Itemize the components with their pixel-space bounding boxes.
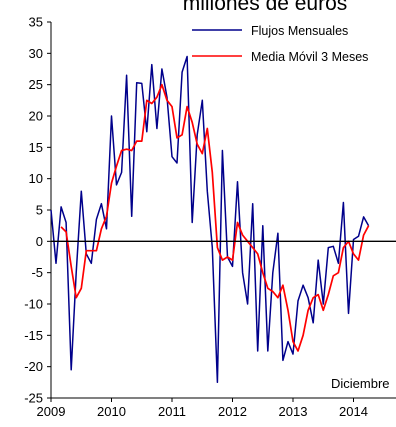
legend: Flujos Mensuales Media Móvil 3 Meses bbox=[192, 24, 368, 64]
x-axis: 2009 2010 2011 2012 2013 2014 bbox=[37, 397, 396, 419]
y-tick-label: 30 bbox=[29, 46, 43, 61]
y-tick-label: 5 bbox=[36, 203, 43, 218]
y-tick-label: 25 bbox=[29, 77, 43, 92]
y-tick-label: -10 bbox=[24, 297, 43, 312]
y-tick-label: 35 bbox=[29, 15, 43, 30]
x-tick-label: 2012 bbox=[218, 404, 247, 419]
series-line-media-movil bbox=[60, 83, 370, 352]
x-tick-label: 2010 bbox=[97, 404, 126, 419]
series-line-flujos-mensuales bbox=[50, 55, 370, 384]
y-tick-label: 15 bbox=[29, 140, 43, 155]
y-tick-label: -5 bbox=[31, 265, 43, 280]
legend-label-media: Media Móvil 3 Meses bbox=[251, 50, 368, 64]
legend-label-flujos: Flujos Mensuales bbox=[251, 24, 348, 38]
y-tick-label: 10 bbox=[29, 171, 43, 186]
x-tick-label: 2014 bbox=[339, 404, 368, 419]
y-tick-label: 20 bbox=[29, 109, 43, 124]
y-tick-label: 0 bbox=[36, 234, 43, 249]
series-layer bbox=[50, 55, 370, 384]
x-tick-label: 2013 bbox=[279, 404, 308, 419]
y-axis: -25 -20 -15 -10 -5 0 5 10 15 20 25 30 35 bbox=[24, 15, 52, 406]
y-tick-label: -25 bbox=[24, 391, 43, 406]
chart-title: millones de euros bbox=[183, 0, 348, 15]
x-tick-label: 2011 bbox=[158, 404, 186, 419]
annotation-diciembre: Diciembre bbox=[331, 376, 390, 391]
x-tick-label: 2009 bbox=[37, 404, 66, 419]
y-tick-label: -15 bbox=[24, 328, 43, 343]
y-tick-label: -20 bbox=[24, 359, 43, 374]
